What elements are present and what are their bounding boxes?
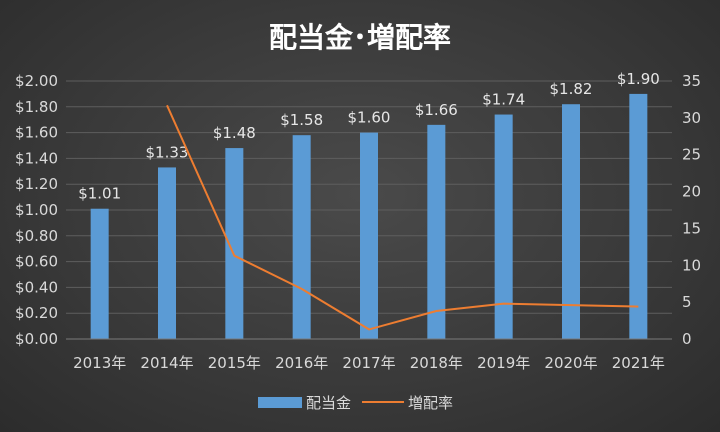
y-right-tick-label: 35 [682,72,701,90]
bar [225,148,244,339]
bar-series [90,93,648,340]
y-left-tick-label: $1.40 [15,149,58,167]
bar-data-label: $1.82 [550,80,593,98]
y-left-tick-label: $0.60 [15,253,58,271]
x-tick-label: 2020年 [544,354,597,372]
bar-data-label: $1.60 [348,109,391,127]
y-right-tick-label: 0 [682,330,692,348]
bar [562,104,580,339]
chart-title: 配当金･増配率 [269,21,451,54]
bar [494,114,513,339]
legend: 配当金 増配率 [258,394,453,412]
x-tick-label: 2021年 [612,354,665,372]
bar-data-label: $1.33 [146,143,189,161]
y-left-tick-label: $1.00 [15,201,58,219]
y-right-tick-label: 5 [682,293,692,311]
y-right-tick-label: 30 [682,109,701,127]
y-left-tick-label: $1.20 [15,175,58,193]
y-axis-left: $0.00 $0.20 $0.40 $0.60 $0.80 $1.00 $1.20 $1.40… [15,72,58,348]
bar-data-label: $1.48 [213,124,256,142]
bar-data-labels: $1.01 $1.33 $1.48 $1.58 $1.60 $1.66 $1.74 $1.82… [78,70,660,203]
x-axis: 2013年 2014年 2015年 2016年 2017年 2018年 2019年 2020年… [66,338,672,372]
y-axis-right: 0 5 10 15 20 25 30 35 [682,72,701,348]
bar [90,208,109,339]
y-left-tick-label: $0.00 [15,330,58,348]
legend-swatch-bar [258,397,302,408]
y-left-tick-label: $0.80 [15,227,58,245]
x-tick-label: 2013年 [73,354,126,372]
line-series [166,104,639,331]
y-left-tick-label: $1.80 [15,98,58,116]
bar [427,124,446,339]
y-right-tick-label: 15 [682,219,701,237]
x-tick-label: 2018年 [410,354,463,372]
bar [629,93,648,340]
bar-data-label: $1.01 [78,185,121,203]
y-left-tick-label: $0.40 [15,278,58,296]
legend-label-line: 増配率 [408,394,453,412]
x-tick-label: 2019年 [477,354,530,372]
x-tick-label: 2016年 [275,354,328,372]
x-tick-label: 2017年 [342,354,395,372]
y-right-tick-label: 20 [682,183,701,201]
bar [292,135,311,339]
x-tick-label: 2015年 [208,354,261,372]
x-tick-label: 2014年 [140,354,193,372]
bar-data-label: $1.66 [415,101,458,119]
y-left-tick-label: $1.60 [15,124,58,142]
y-left-tick-label: $2.00 [15,72,58,90]
y-left-tick-label: $0.20 [15,304,58,322]
legend-label-bar: 配当金 [306,394,351,412]
y-right-tick-label: 25 [682,146,701,164]
line-series-path [166,104,639,331]
bar [360,132,378,339]
bar [158,167,176,339]
y-right-tick-label: 10 [682,256,701,274]
bar-data-label: $1.74 [482,91,525,109]
bar-data-label: $1.58 [280,111,323,129]
bar-data-label: $1.90 [617,70,660,88]
